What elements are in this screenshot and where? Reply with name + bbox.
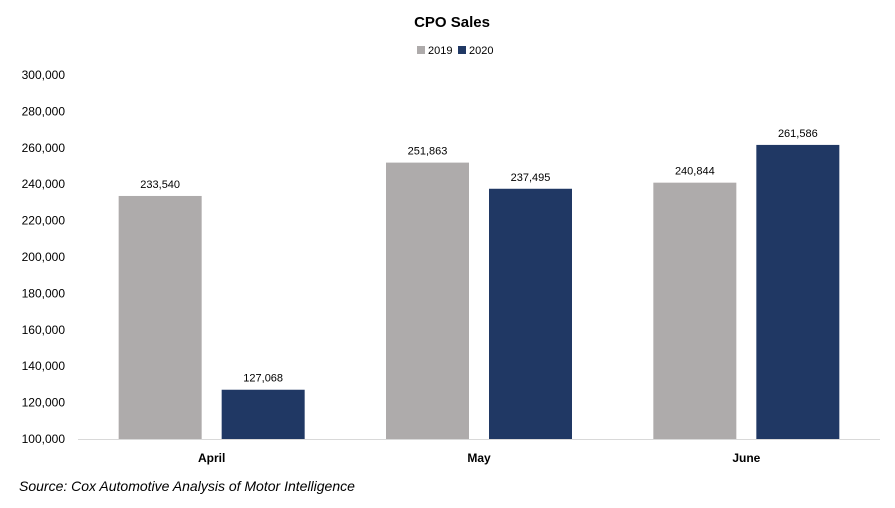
- legend-label-2019: 2019: [428, 45, 452, 57]
- source-note: Source: Cox Automotive Analysis of Motor…: [19, 478, 355, 494]
- y-tick-label: 160,000: [22, 323, 66, 337]
- data-label: 127,068: [243, 373, 283, 385]
- bars: [118, 144, 840, 439]
- legend-swatch-2019: [417, 46, 425, 54]
- x-tick-label: May: [467, 451, 491, 465]
- data-label: 261,586: [778, 128, 818, 140]
- legend-label-2020: 2020: [469, 45, 493, 57]
- data-labels: 233,540 127,068 251,863 237,495 240,844 261,5…: [140, 128, 817, 385]
- bar-april-2019: [118, 195, 202, 439]
- y-tick-label: 100,000: [22, 432, 66, 446]
- bar-april-2020: [221, 389, 305, 439]
- data-label: 237,495: [511, 172, 551, 184]
- bar-may-2020: [489, 188, 572, 439]
- x-tick-label: April: [198, 451, 225, 465]
- y-tick-label: 300,000: [22, 68, 66, 82]
- y-tick-label: 220,000: [22, 214, 66, 228]
- y-tick-label: 280,000: [22, 104, 66, 118]
- y-tick-label: 260,000: [22, 141, 66, 155]
- y-tick-label: 120,000: [22, 396, 66, 410]
- x-tick-label: June: [732, 451, 760, 465]
- data-label: 233,540: [140, 179, 180, 191]
- bar-june-2020: [756, 144, 840, 439]
- bar-may-2019: [386, 162, 469, 439]
- bar-june-2019: [653, 182, 737, 439]
- x-axis: April May June: [78, 439, 880, 465]
- y-tick-label: 140,000: [22, 359, 66, 373]
- y-tick-label: 180,000: [22, 286, 66, 300]
- data-label: 251,863: [408, 146, 448, 158]
- legend-swatch-2020: [458, 46, 466, 54]
- legend: 2019 2020: [417, 45, 493, 57]
- y-tick-label: 240,000: [22, 177, 66, 191]
- y-axis: 100,000 120,000 140,000 160,000 180,000 200,0…: [22, 68, 66, 446]
- data-label: 240,844: [675, 166, 715, 178]
- chart-title: CPO Sales: [414, 14, 490, 31]
- y-tick-label: 200,000: [22, 250, 66, 264]
